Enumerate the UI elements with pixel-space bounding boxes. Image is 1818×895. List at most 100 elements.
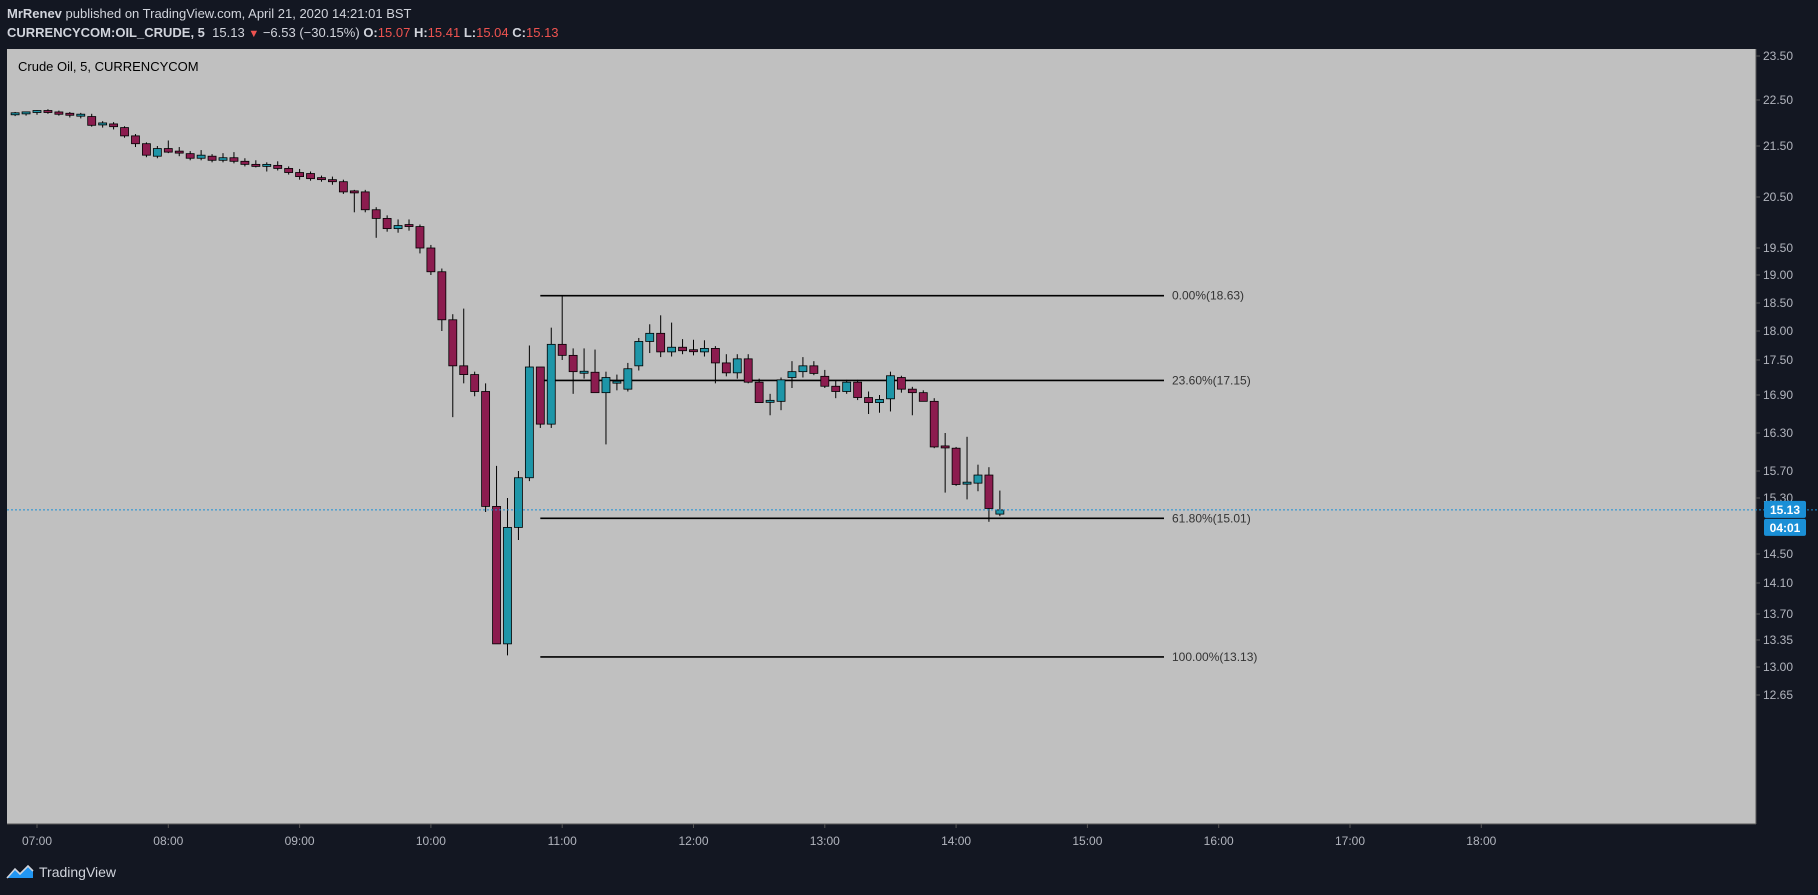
candle-body [54, 111, 64, 115]
candle [218, 153, 228, 163]
fib-level-label: 61.80%(15.01) [1172, 511, 1251, 525]
candle [710, 346, 720, 384]
candle [174, 147, 184, 157]
candle-body [109, 123, 118, 128]
candle-body [514, 477, 523, 528]
candle-body [612, 380, 622, 384]
candle [656, 315, 666, 358]
price-tick-label: 20.50 [1763, 190, 1793, 204]
price-tick-label: 13.00 [1763, 660, 1793, 674]
candle [667, 322, 677, 357]
candle-body [995, 509, 1005, 515]
last-price-tag-text: 15.13 [1770, 503, 1800, 517]
candle [10, 111, 20, 117]
change-value: −6.53 (−30.15%) [262, 25, 360, 40]
symbol-label: CURRENCYCOM:OIL_CRUDE, 5 [7, 25, 205, 40]
candle-body [437, 271, 447, 321]
high-label: H: [413, 25, 428, 40]
publish-info: MrRenev published on TradingView.com, Ap… [7, 6, 411, 21]
candle-body [886, 375, 895, 400]
time-tick-label: 15:00 [1072, 834, 1102, 848]
price-tick-label: 19.50 [1763, 241, 1793, 255]
candle-body [240, 160, 250, 165]
candle-body [896, 377, 906, 390]
candle [721, 354, 731, 377]
price-tick-label: 13.70 [1763, 607, 1793, 621]
candle [524, 345, 534, 482]
candle [842, 379, 852, 394]
candle [503, 498, 512, 656]
time-tick-label: 10:00 [416, 834, 446, 848]
candle [262, 162, 272, 172]
candle [557, 295, 567, 360]
candle-body [120, 127, 129, 137]
author-name[interactable]: MrRenev [7, 6, 62, 21]
last-price: 15.13 [212, 25, 245, 40]
candle-body [328, 179, 337, 183]
price-tick-label: 19.00 [1763, 268, 1793, 282]
candle [163, 140, 173, 154]
candle-body [535, 366, 545, 425]
candle-body [721, 362, 731, 374]
candle [338, 179, 348, 194]
candle [152, 146, 162, 159]
candle-body [524, 366, 534, 479]
candle [820, 369, 830, 388]
candle-body [404, 224, 414, 227]
candle-body [492, 505, 501, 645]
plot-area[interactable] [7, 49, 1756, 824]
fib-level-label: 100.00%(13.13) [1172, 650, 1257, 664]
candle-body [229, 157, 239, 162]
low-label: L: [463, 25, 477, 40]
time-tick-label: 18:00 [1466, 834, 1496, 848]
candle [98, 121, 108, 128]
candle-body [21, 111, 31, 115]
candle [54, 110, 64, 116]
candle [886, 371, 895, 412]
candle-body [273, 164, 283, 169]
tradingview-logo[interactable]: TradingView [6, 864, 116, 880]
candle [732, 354, 742, 379]
candle [481, 383, 491, 512]
candle-body [185, 153, 195, 159]
candle-body [131, 135, 140, 145]
candle-body [360, 191, 370, 211]
close-label: C: [512, 25, 526, 40]
candle [907, 386, 917, 416]
time-tick-label: 14:00 [941, 834, 971, 848]
candle-body [557, 343, 567, 356]
candle [645, 324, 655, 354]
time-axis[interactable]: 07:00 08:00 09:00 10:00 11:00 12:00 13:00 14:00… [22, 824, 1497, 848]
candle [393, 219, 403, 233]
candle-body [481, 391, 491, 507]
candle-body [776, 379, 786, 402]
price-axis[interactable]: 23.50 22.50 21.50 20.50 19.50 19.00 18.50 18.00… [1756, 49, 1793, 702]
candle [328, 176, 337, 185]
candle-body [634, 341, 644, 367]
candle-body [317, 177, 326, 181]
candle [415, 224, 425, 254]
candle-body [645, 332, 655, 342]
candle-body [142, 143, 151, 156]
candle-body [98, 122, 108, 126]
candle-body [656, 332, 666, 353]
candle [776, 377, 786, 411]
candle [984, 467, 994, 522]
candle-body [10, 112, 20, 116]
candle [590, 349, 600, 394]
time-tick-label: 16:00 [1204, 834, 1234, 848]
fib-retracement[interactable]: 0.00%(18.63) 23.60%(17.15) 61.80%(15.01) 10… [540, 289, 1257, 664]
time-tick-label: 08:00 [153, 834, 183, 848]
candle [240, 158, 250, 167]
countdown-tag-bg [1764, 518, 1806, 536]
candle [700, 340, 709, 357]
candle-body [251, 163, 261, 167]
candle-body [875, 399, 884, 403]
price-tick-label: 16.30 [1763, 426, 1793, 440]
candle-body [918, 392, 928, 402]
open-value: 15.07 [377, 25, 411, 40]
candle [109, 122, 118, 130]
candle [514, 471, 523, 540]
price-tick-label: 17.50 [1763, 353, 1793, 367]
